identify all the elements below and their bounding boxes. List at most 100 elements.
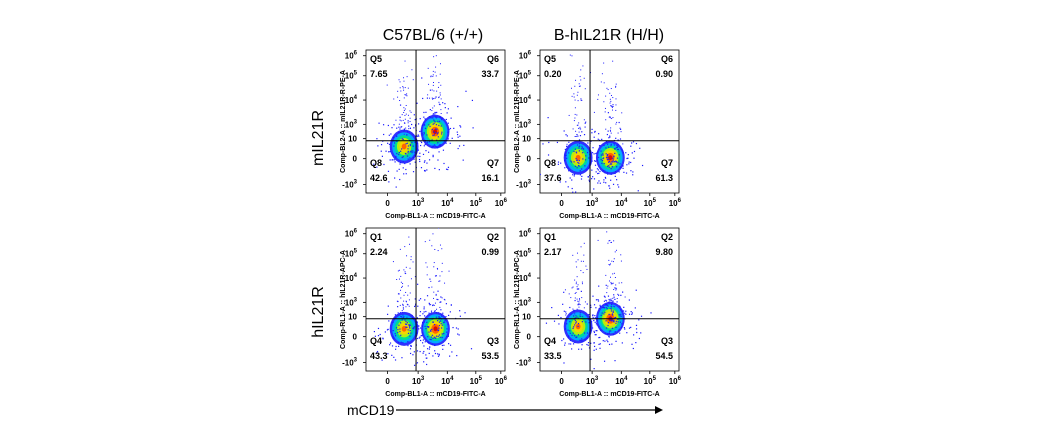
x-tick-label: 103 [586, 376, 599, 386]
event-dot [401, 319, 403, 321]
event-dot [421, 141, 423, 144]
event-dot [610, 144, 612, 146]
quadrant-value: 43.3 [370, 351, 388, 361]
event-dot [597, 169, 600, 171]
event-dot [612, 273, 614, 275]
event-dot [565, 311, 567, 313]
event-dot [571, 55, 573, 57]
event-dot [619, 321, 621, 323]
event-dot [608, 259, 610, 261]
event-dot [398, 79, 400, 81]
y-tick-label: 106 [345, 229, 358, 239]
event-dot [435, 294, 437, 296]
event-dot [603, 82, 605, 84]
event-dot [608, 332, 611, 334]
event-dot [447, 108, 449, 110]
event-dot [417, 305, 419, 307]
event-dot [594, 334, 596, 336]
event-dot [441, 333, 443, 335]
x-axis-label: Comp-BL1-A :: mCD19-FITC-A [385, 391, 485, 398]
event-dot [398, 151, 400, 154]
event-dot [607, 112, 609, 114]
event-dot [441, 262, 443, 264]
quadrant-name: Q2 [487, 232, 499, 242]
event-dot [435, 116, 437, 118]
event-dot [409, 157, 411, 159]
event-dot [577, 322, 580, 325]
event-dot [573, 309, 575, 311]
event-dot [588, 157, 590, 159]
event-dot [610, 241, 612, 243]
event-dot [402, 86, 404, 88]
event-dot [607, 242, 609, 244]
event-dot [400, 312, 402, 314]
event-dot [414, 155, 416, 157]
event-dot [573, 175, 575, 177]
event-dot [615, 320, 617, 322]
event-dot [574, 292, 576, 294]
event-dot [636, 331, 638, 334]
event-dot [573, 161, 575, 163]
event-dot [397, 306, 399, 308]
event-dot [400, 281, 402, 283]
column-header-c57bl6: C57BL/6 (+/+) [383, 27, 484, 44]
event-dot [432, 123, 434, 125]
event-dot [619, 138, 622, 140]
event-dot [440, 301, 442, 303]
event-dot [616, 298, 618, 300]
event-dot [547, 154, 550, 156]
event-dot [381, 155, 383, 157]
event-dot [586, 343, 588, 346]
event-dot [395, 155, 397, 158]
event-dot [439, 145, 441, 147]
x-tick-label: 106 [669, 376, 682, 386]
event-dot [608, 301, 610, 303]
event-dot [437, 290, 439, 292]
event-dot [387, 124, 389, 127]
event-dot [412, 354, 414, 356]
event-dot [573, 315, 575, 317]
event-dot [579, 128, 581, 130]
event-dot [632, 141, 635, 143]
event-dot [422, 134, 424, 136]
event-dot [404, 118, 406, 120]
event-dot [430, 330, 432, 332]
event-dot [608, 160, 611, 162]
event-dot [607, 332, 609, 335]
event-dot [459, 135, 461, 137]
event-dot [605, 284, 607, 286]
event-dot [598, 180, 600, 182]
event-dot [390, 133, 392, 135]
event-dot [576, 124, 578, 126]
event-dot [565, 154, 567, 157]
event-dot [437, 86, 439, 88]
event-dot [596, 152, 598, 154]
quadrant-name: Q4 [544, 336, 556, 346]
event-dot [595, 348, 597, 350]
event-dot [611, 161, 613, 163]
event-dot [413, 151, 415, 153]
x-tick-label: 0 [559, 199, 564, 208]
event-dot [448, 128, 450, 131]
event-dot [444, 103, 446, 105]
y-tick-label: 103 [345, 297, 358, 307]
event-dot [404, 272, 406, 274]
event-dot [608, 298, 610, 301]
event-dot [428, 124, 430, 126]
event-dot [398, 153, 400, 156]
event-dot [573, 173, 576, 175]
event-dot [404, 162, 406, 165]
event-dot [437, 355, 440, 357]
quadrant-name: Q2 [661, 232, 673, 242]
event-dot [391, 127, 393, 129]
event-dot [579, 135, 582, 137]
event-dot [417, 283, 419, 285]
event-dot [435, 337, 437, 339]
event-dot [395, 345, 397, 348]
quadrant-name: Q5 [544, 54, 556, 64]
event-dot [423, 306, 425, 308]
event-dot [442, 348, 444, 350]
event-dot [607, 130, 609, 132]
event-dot [413, 326, 415, 329]
event-dot [383, 133, 385, 136]
